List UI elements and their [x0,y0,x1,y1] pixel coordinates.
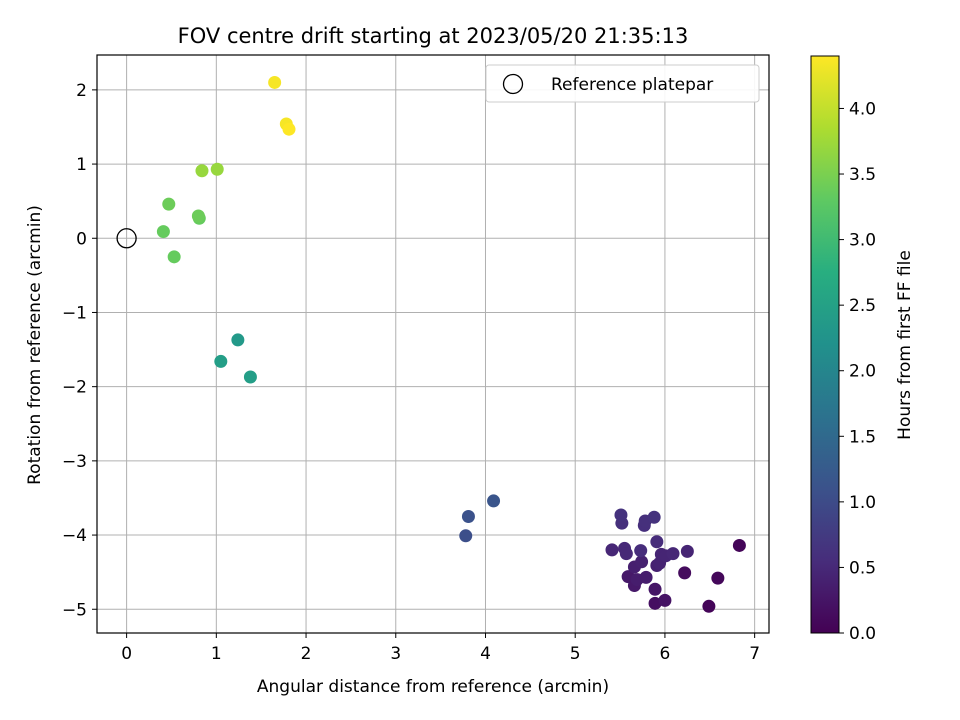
data-point [634,544,648,558]
data-point [167,250,181,264]
data-point [210,162,224,176]
y-tick-label: 0 [76,229,87,249]
colorbar-tick-label: 1.5 [849,427,876,447]
data-point [231,333,245,347]
data-point [702,599,716,613]
legend-box [485,64,760,103]
data-point [639,570,653,584]
x-tick-label: 7 [749,644,760,664]
x-axis-ticks: 0 1 2 3 4 5 6 7 [121,633,760,664]
legend: Reference platepar [485,64,760,103]
colorbar-tick-label: 0.5 [849,558,876,578]
data-point [648,596,662,610]
y-tick-label: −3 [62,452,87,472]
chart-title: FOV centre drift starting at 2023/05/20 … [178,24,689,48]
colorbar-tick-label: 2.0 [849,362,876,382]
data-point [680,544,694,558]
colorbar-tick-label: 4.0 [849,99,876,119]
colorbar-gradient [810,55,840,634]
data-point [162,197,176,211]
data-point [711,571,725,585]
colorbar-tick-label: 0.0 [849,624,876,644]
data-point [658,593,672,607]
plot-frame [96,54,770,634]
data-point [191,209,205,223]
data-point [243,370,257,384]
colorbar-tick-label: 1.0 [849,493,876,513]
x-tick-label: 6 [660,644,671,664]
data-point [459,529,473,543]
y-tick-label: 2 [76,81,87,101]
y-axis-ticks: 2 1 0 −1 −2 −3 −4 −5 [62,81,97,620]
data-point [487,494,501,508]
data-point [461,510,475,524]
colorbar-tick-label: 3.5 [849,165,876,185]
y-tick-label: 1 [76,155,87,175]
data-point [614,508,628,522]
x-tick-label: 1 [211,644,222,664]
colorbar-ticks: 0.0 0.5 1.0 1.5 2.0 2.5 3.0 3.5 4.0 [839,99,876,644]
colorbar-tick-label: 3.0 [849,231,876,251]
reference-platepar-marker [116,228,137,249]
x-axis-label: Angular distance from reference (arcmin) [257,677,609,697]
x-tick-label: 4 [480,644,491,664]
data-point [156,225,170,239]
reference-marker-layer [116,228,137,249]
colorbar: 0.0 0.5 1.0 1.5 2.0 2.5 3.0 3.5 4.0 Hours from f… [810,55,915,644]
y-tick-label: −4 [62,526,87,546]
y-tick-label: −5 [62,600,87,620]
colorbar-tick-label: 2.5 [849,296,876,316]
y-axis-label: Rotation from reference (arcmin) [25,205,45,485]
data-point [732,538,746,552]
x-tick-label: 2 [301,644,312,664]
data-point [619,547,633,561]
colorbar-label: Hours from first FF file [895,250,915,440]
y-tick-label: −1 [62,303,87,323]
legend-reference-marker [502,73,524,95]
data-point [195,164,209,178]
data-point [635,555,649,569]
data-point [605,543,619,557]
data-point [678,566,692,580]
data-point [650,535,664,549]
x-tick-label: 5 [570,644,581,664]
data-point [214,354,228,368]
data-point [647,510,661,524]
data-point [666,547,680,561]
x-tick-label: 0 [121,644,132,664]
data-point [282,122,296,136]
data-point [648,582,662,596]
x-tick-label: 3 [390,644,401,664]
data-point [268,75,282,89]
data-points [156,75,746,613]
y-tick-label: −2 [62,378,87,398]
legend-label: Reference platepar [551,75,713,95]
grid-lines [97,55,769,633]
